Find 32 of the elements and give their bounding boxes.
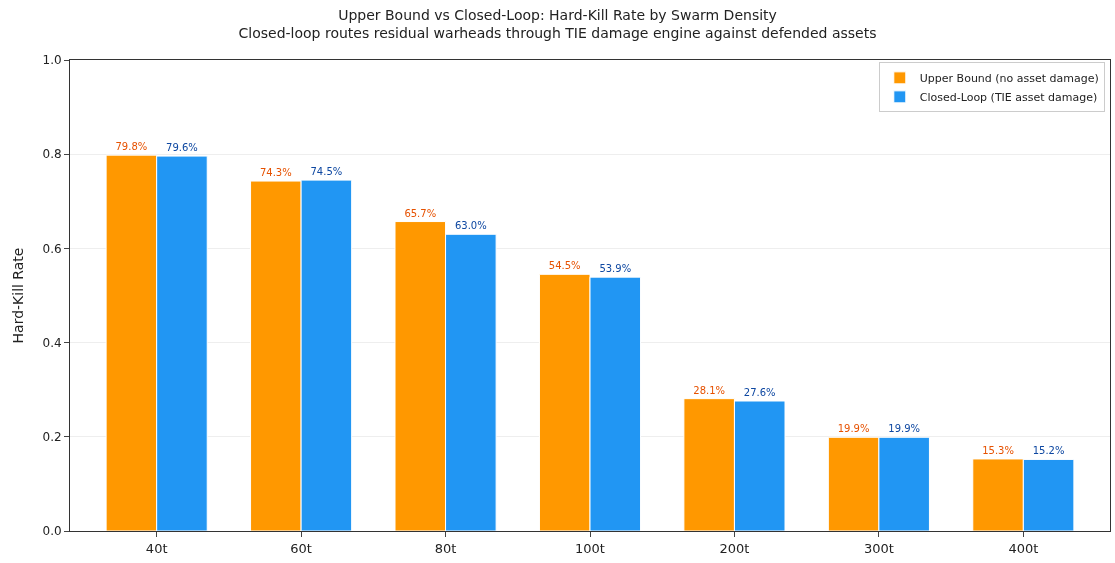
data-label: 19.9% <box>837 423 870 435</box>
data-label: 74.3% <box>259 167 292 179</box>
x-tick-label: 200t <box>719 540 750 556</box>
y-tick-label: 0.4 <box>42 335 62 350</box>
x-tick-label: 60t <box>290 540 312 556</box>
data-label: 74.5% <box>310 166 343 178</box>
x-tick-label: 100t <box>575 540 605 556</box>
y-tick-label: 0.0 <box>42 524 62 539</box>
data-label: 54.5% <box>548 260 581 272</box>
data-label: 79.6% <box>166 142 198 154</box>
data-label: 27.6% <box>743 387 776 398</box>
y-tick-label: 0.2 <box>42 430 62 444</box>
x-tick-label: 400t <box>1008 540 1039 556</box>
y-tick-label: 0.6 <box>42 241 62 256</box>
chart-title: Upper Bound vs Closed-Loop: Hard-Kill Rate by Swarm Density <box>338 6 777 23</box>
data-label: 15.3% <box>982 444 1014 456</box>
legend-label: Closed-Loop (TIE asset damage) <box>919 91 1098 105</box>
chart-subtitle: Closed-loop routes residual warheads through TIE damage engine against defended assets <box>238 24 877 41</box>
data-label: 19.9% <box>888 423 921 435</box>
y-axis-title: Hard-Kill Rate <box>10 247 27 344</box>
data-label: 28.1% <box>693 384 726 396</box>
y-tick-label: 0.8 <box>42 147 62 162</box>
x-tick-label: 40t <box>145 540 168 556</box>
data-label: 15.2% <box>1032 445 1065 457</box>
data-label: 65.7% <box>404 207 437 219</box>
x-tick-label: 300t <box>863 540 894 556</box>
data-label: 63.0% <box>454 220 487 232</box>
data-label: 79.8% <box>115 141 148 153</box>
y-tick-label: 1.0 <box>42 53 62 68</box>
legend-label: Upper Bound (no asset damage) <box>919 72 1099 86</box>
data-label: 53.9% <box>599 263 632 275</box>
x-tick-label: 80t <box>434 540 457 556</box>
